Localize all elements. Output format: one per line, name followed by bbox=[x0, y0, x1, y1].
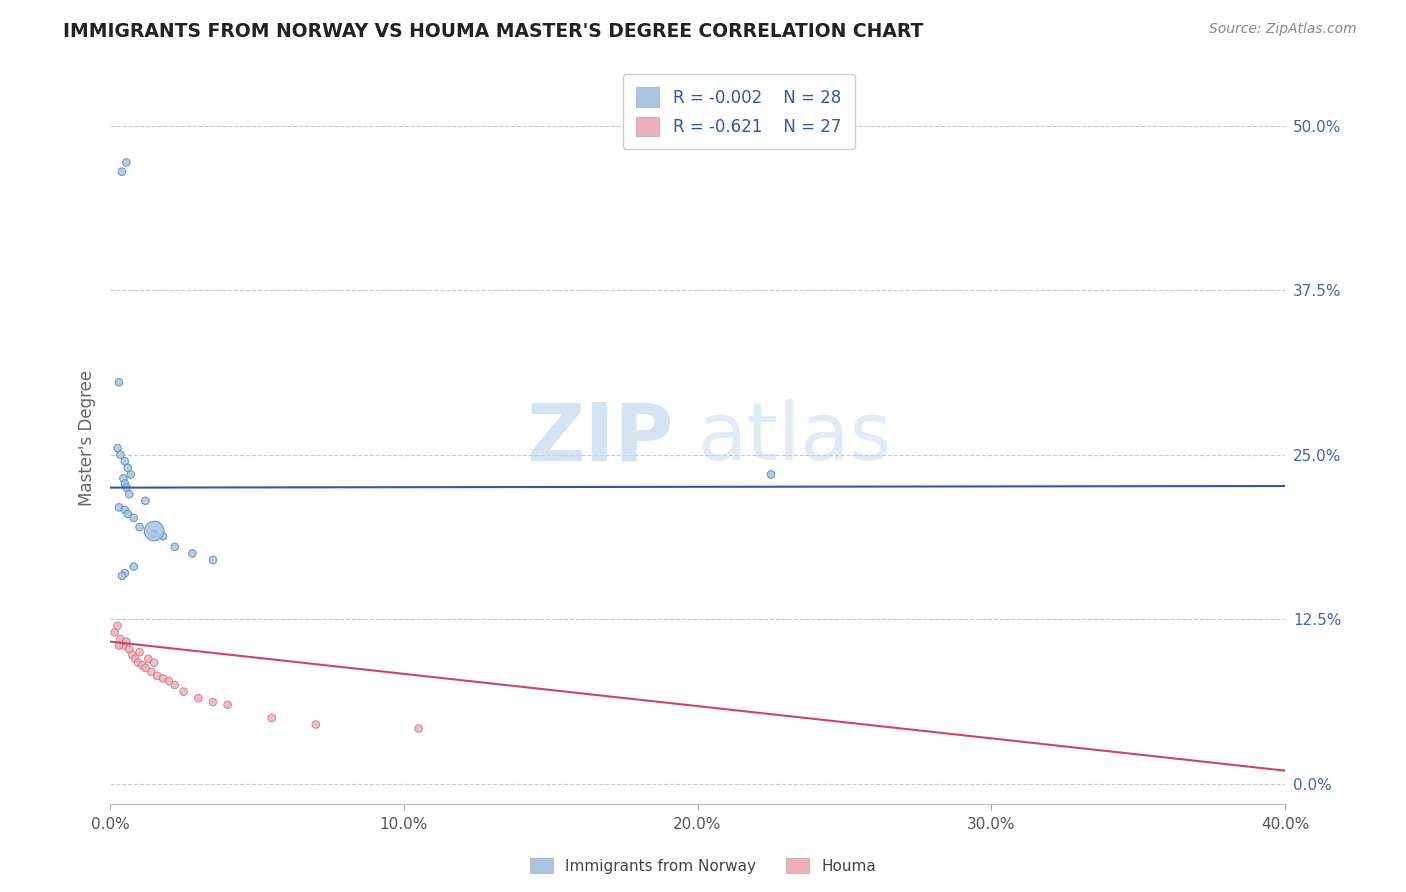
Point bbox=[115, 155, 138, 169]
Point bbox=[146, 669, 169, 683]
Point bbox=[152, 529, 174, 543]
Point bbox=[181, 546, 204, 560]
Point bbox=[108, 639, 131, 653]
Point bbox=[120, 467, 142, 482]
Point bbox=[121, 648, 143, 662]
Point bbox=[118, 487, 141, 501]
Text: atlas: atlas bbox=[697, 400, 891, 477]
Point bbox=[112, 471, 135, 485]
Point bbox=[114, 454, 136, 468]
Point bbox=[122, 511, 145, 525]
Text: ZIP: ZIP bbox=[527, 400, 673, 477]
Y-axis label: Master's Degree: Master's Degree bbox=[79, 370, 96, 507]
Point bbox=[163, 678, 186, 692]
Point bbox=[187, 691, 209, 706]
Point bbox=[111, 569, 134, 583]
Point bbox=[115, 481, 138, 495]
Point bbox=[201, 553, 224, 567]
Point bbox=[305, 717, 328, 731]
Point bbox=[134, 661, 156, 675]
Point bbox=[138, 651, 160, 665]
Point bbox=[260, 711, 283, 725]
Point bbox=[759, 467, 782, 482]
Point bbox=[107, 619, 129, 633]
Point bbox=[108, 500, 131, 515]
Point bbox=[117, 461, 139, 475]
Point bbox=[122, 559, 145, 574]
Point bbox=[114, 476, 136, 491]
Point bbox=[110, 632, 132, 646]
Point bbox=[217, 698, 239, 712]
Point bbox=[110, 448, 132, 462]
Point bbox=[127, 656, 149, 670]
Point bbox=[114, 566, 136, 581]
Point bbox=[128, 645, 150, 659]
Point bbox=[408, 722, 430, 736]
Text: IMMIGRANTS FROM NORWAY VS HOUMA MASTER'S DEGREE CORRELATION CHART: IMMIGRANTS FROM NORWAY VS HOUMA MASTER'S… bbox=[63, 22, 924, 41]
Point bbox=[118, 642, 141, 657]
Point bbox=[128, 520, 150, 534]
Point bbox=[143, 524, 166, 538]
Point bbox=[173, 684, 195, 698]
Point bbox=[157, 674, 180, 689]
Point bbox=[115, 634, 138, 648]
Point bbox=[134, 493, 156, 508]
Legend: Immigrants from Norway, Houma: Immigrants from Norway, Houma bbox=[523, 852, 883, 880]
Point bbox=[152, 672, 174, 686]
Point bbox=[124, 651, 146, 665]
Point bbox=[103, 625, 125, 640]
Point bbox=[114, 503, 136, 517]
Legend: R = -0.002    N = 28, R = -0.621    N = 27: R = -0.002 N = 28, R = -0.621 N = 27 bbox=[623, 74, 855, 149]
Point bbox=[131, 658, 153, 673]
Point bbox=[111, 164, 134, 178]
Point bbox=[108, 376, 131, 390]
Point bbox=[141, 665, 163, 679]
Point bbox=[143, 656, 166, 670]
Point bbox=[112, 639, 135, 653]
Text: Source: ZipAtlas.com: Source: ZipAtlas.com bbox=[1209, 22, 1357, 37]
Point bbox=[143, 526, 166, 541]
Point bbox=[163, 540, 186, 554]
Point bbox=[117, 507, 139, 521]
Point bbox=[107, 441, 129, 455]
Point bbox=[201, 695, 224, 709]
